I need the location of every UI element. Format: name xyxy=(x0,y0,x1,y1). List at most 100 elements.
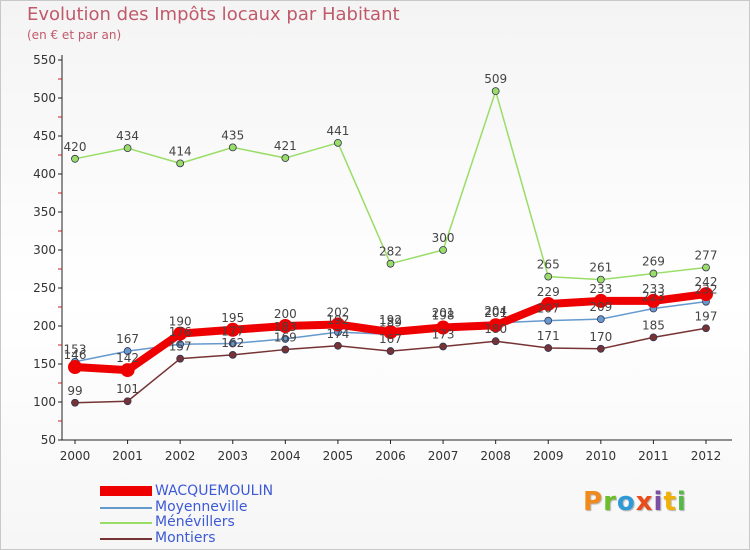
data-point xyxy=(228,350,237,359)
data-point xyxy=(278,319,293,333)
data-label: 200 xyxy=(274,307,297,321)
data-label: 195 xyxy=(221,311,244,325)
data-label: 174 xyxy=(326,327,349,341)
data-point xyxy=(593,293,608,308)
data-label: 207 xyxy=(537,302,560,316)
data-label: 183 xyxy=(274,320,297,334)
data-point xyxy=(491,87,500,96)
legend-swatch xyxy=(100,506,152,509)
data-label: 170 xyxy=(589,330,612,344)
y-tick-label: 300 xyxy=(33,243,56,257)
y-tick-label: 400 xyxy=(33,167,56,181)
legend-swatch xyxy=(100,522,152,524)
data-point xyxy=(541,296,556,311)
data-point xyxy=(68,360,82,375)
data-label: 173 xyxy=(432,328,455,342)
data-label: 167 xyxy=(379,332,402,346)
data-point xyxy=(176,340,185,349)
data-point xyxy=(383,325,398,340)
data-label: 201 xyxy=(484,306,507,320)
data-label: 223 xyxy=(642,290,665,304)
data-point xyxy=(491,337,500,346)
y-tick-label: 200 xyxy=(33,319,56,333)
data-label: 162 xyxy=(221,336,244,350)
data-label: 167 xyxy=(116,332,139,346)
data-label: 171 xyxy=(537,329,560,343)
legend-label: Moyenneville xyxy=(155,498,248,515)
data-label: 242 xyxy=(695,275,718,289)
x-tick-label: 2007 xyxy=(428,449,459,463)
data-label: 421 xyxy=(274,139,297,153)
x-tick-label: 2002 xyxy=(165,449,196,463)
data-point xyxy=(544,272,553,281)
chart-subtitle: (en € et par an) xyxy=(27,28,122,42)
data-label: 277 xyxy=(695,248,718,262)
y-tick-label: 350 xyxy=(33,205,56,219)
y-tick-label: 250 xyxy=(33,281,56,295)
legend-swatch xyxy=(100,537,152,540)
x-tick-label: 2005 xyxy=(323,449,354,463)
logo-letter: i xyxy=(653,487,664,517)
data-point xyxy=(330,317,345,332)
data-label: 441 xyxy=(326,124,349,138)
data-point xyxy=(123,397,132,406)
data-label: 414 xyxy=(169,144,192,158)
data-label: 265 xyxy=(537,258,560,272)
logo-letter: x xyxy=(635,487,654,517)
data-point xyxy=(386,259,395,268)
data-point xyxy=(173,326,188,341)
data-label: 420 xyxy=(64,140,87,154)
data-point xyxy=(123,144,132,153)
data-point xyxy=(702,263,710,272)
data-label: 509 xyxy=(484,72,507,86)
data-point xyxy=(281,154,290,162)
data-label: 153 xyxy=(64,343,87,357)
data-point xyxy=(120,363,135,378)
logo-letter: P xyxy=(583,487,604,517)
data-label: 176 xyxy=(169,325,192,339)
data-point xyxy=(544,344,553,352)
data-label: 192 xyxy=(326,313,349,327)
data-label: 202 xyxy=(326,305,349,319)
data-point xyxy=(596,315,605,324)
x-tick-label: 2001 xyxy=(112,449,143,463)
data-label: 233 xyxy=(589,282,612,296)
data-point xyxy=(386,347,395,355)
logo-letter: r xyxy=(603,487,617,517)
logo-letter: i xyxy=(676,487,687,517)
x-tick-label: 2008 xyxy=(480,449,511,463)
legend-label: Ménévillers xyxy=(155,514,235,530)
data-point xyxy=(176,354,185,363)
data-point xyxy=(228,339,237,348)
data-label: 434 xyxy=(116,129,139,143)
data-label: 435 xyxy=(221,128,244,142)
legend-label: Montiers xyxy=(155,529,216,546)
data-label: 232 xyxy=(695,283,718,297)
data-point xyxy=(334,341,342,350)
legend-swatch xyxy=(100,486,152,496)
data-label: 209 xyxy=(589,300,612,314)
data-point xyxy=(228,143,237,152)
data-point xyxy=(176,159,185,168)
data-point xyxy=(488,318,503,333)
x-tick-label: 2010 xyxy=(586,449,617,463)
data-point xyxy=(71,398,79,407)
x-tick-label: 2006 xyxy=(375,449,406,463)
x-tick-label: 2011 xyxy=(638,449,669,463)
data-point xyxy=(225,322,240,337)
data-point xyxy=(436,320,451,335)
data-label: 142 xyxy=(116,351,139,365)
data-point xyxy=(596,344,605,353)
legend-label: WACQUEMOULIN xyxy=(155,483,274,499)
data-point xyxy=(649,333,658,342)
data-point xyxy=(702,324,710,333)
data-label: 233 xyxy=(642,282,665,296)
y-tick-label: 50 xyxy=(41,433,56,447)
y-tick-label: 550 xyxy=(33,53,56,67)
data-point xyxy=(646,293,661,308)
data-point xyxy=(334,138,342,147)
data-label: 180 xyxy=(484,322,507,336)
data-label: 269 xyxy=(642,255,665,269)
data-label: 197 xyxy=(695,309,718,323)
